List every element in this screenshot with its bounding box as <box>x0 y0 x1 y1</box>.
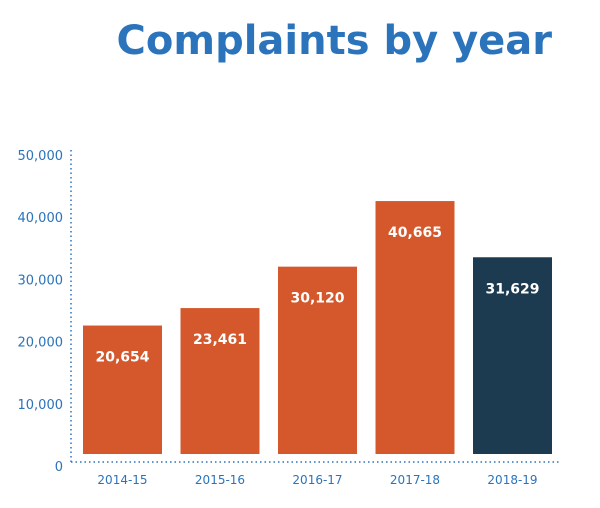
x-tick-label: 2018-19 <box>487 473 537 487</box>
y-tick-label: 40,000 <box>18 211 64 226</box>
bar <box>278 266 357 454</box>
x-tick-label: 2017-18 <box>390 473 440 487</box>
y-tick-label: 0 <box>55 460 63 475</box>
chart-title: Complaints by year <box>116 18 552 64</box>
x-tick-label: 2016-17 <box>292 473 342 487</box>
y-tick-label: 20,000 <box>18 336 64 351</box>
data-label: 40,665 <box>388 225 442 241</box>
data-label: 20,654 <box>95 350 149 366</box>
bar <box>180 308 260 454</box>
y-tick-label: 30,000 <box>18 273 64 288</box>
data-label: 23,461 <box>193 332 247 348</box>
y-tick-label: 50,000 <box>18 149 64 164</box>
data-label: 30,120 <box>290 291 344 307</box>
bar <box>473 257 552 454</box>
bar <box>83 325 162 454</box>
y-tick-label: 10,000 <box>18 398 64 413</box>
x-tick-label: 2015-16 <box>195 473 245 487</box>
x-tick-label: 2014-15 <box>97 473 147 487</box>
data-label: 31,629 <box>485 281 539 297</box>
bar <box>375 201 455 454</box>
